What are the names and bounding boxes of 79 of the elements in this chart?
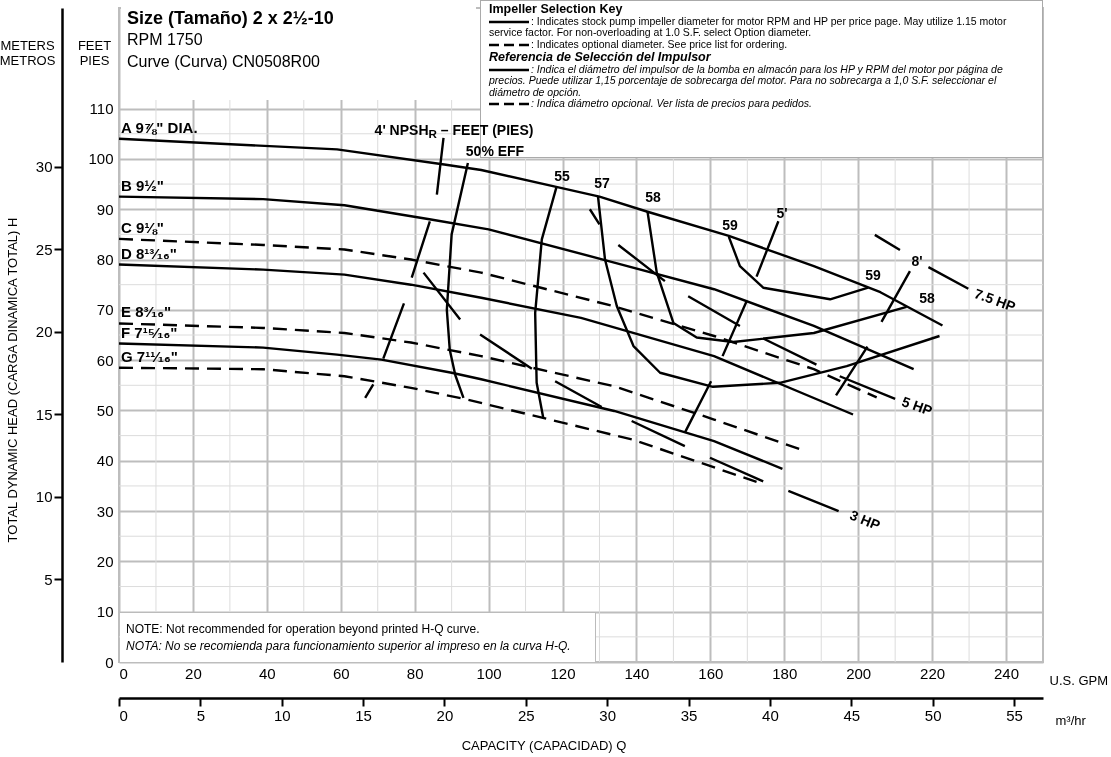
x2-tick-label: 35 xyxy=(680,706,698,724)
x-tick-label: 180 xyxy=(772,664,798,682)
text: TOTAL DYNAMIC HEAD (CARGA DINAMICA TOTAL) H xyxy=(4,217,20,543)
y-tick-label: 70 xyxy=(96,301,114,319)
y2-tick-label: 30 xyxy=(35,158,53,176)
annotation: 58 xyxy=(919,290,935,306)
y2-tick-label: 5 xyxy=(44,570,53,588)
x-tick-label: 120 xyxy=(550,664,576,682)
series-label: G 7¹¹⁄₁₆" xyxy=(121,347,178,365)
y-tick-label: 0 xyxy=(105,653,114,671)
annotation: : Indicates optional diameter. See price list for ordering. xyxy=(531,37,788,50)
y-tick-label: 60 xyxy=(96,351,114,369)
annotation: NOTE: Not recommended for operation beyond printed H-Q curve. xyxy=(126,621,481,638)
x2-tick-label: 0 xyxy=(119,706,128,724)
note-panel: NOTE: Not recommended for operation beyond printed H-Q curve. NOTA: No se recomienda para funcionamiento superior al impreso en la curva H-Q. xyxy=(120,612,596,662)
x-tick-label: 220 xyxy=(920,664,946,682)
y-tick-label: 40 xyxy=(96,452,114,470)
y2-tick-label: 15 xyxy=(35,405,53,423)
x-tick-label: 80 xyxy=(406,664,424,682)
chart-title: Size (Tamaño) 2 x 2½-10 xyxy=(127,8,335,29)
x-tick-label: 100 xyxy=(476,664,502,682)
x2-tick-label: 15 xyxy=(355,706,372,724)
annotation: 59 xyxy=(722,217,738,233)
annotation: 50% EFF xyxy=(465,143,525,159)
series-label: E 8³⁄₁₆" xyxy=(121,303,172,321)
x-tick-label: 140 xyxy=(624,664,650,682)
x2-tick-label: 25 xyxy=(517,706,535,724)
y2-axis-title: METERS METROS xyxy=(0,37,56,68)
series-label: C 9⅛" xyxy=(121,218,164,236)
annotation: : Indica el diámetro del impulsor de la bomba en almacón para los HP y RPM del motor por página de precios. Puede utilizar 1,15 porcentaje de sobrecarga del motor. Para no sobrecarga a 1,0 S.F. seleccionar el diámetro de opción. xyxy=(489,62,1003,98)
x2-axis-title: m³/hr xyxy=(1055,712,1087,728)
annotation: 57 xyxy=(594,175,610,191)
annotation: 58 xyxy=(645,189,661,205)
y-tick-label: 90 xyxy=(96,200,114,218)
annotation: 59 xyxy=(865,267,881,283)
x-tick-label: 20 xyxy=(185,664,202,682)
series-label: F 7¹⁵⁄₁₆" xyxy=(121,323,178,341)
annotation: 4' NPSH$_{R}$ – FEET (PIES) xyxy=(374,121,534,141)
annotation: 3 HP xyxy=(847,506,883,534)
y-axis-title: FEET PIES xyxy=(77,37,112,68)
series-label: A 9⅞" DIA. xyxy=(121,118,198,136)
annotation: : Indica diámetro opcional. Ver lista de precios para pedidos. xyxy=(531,97,812,109)
y-tick-label: 100 xyxy=(88,150,114,168)
y-tick-label: 10 xyxy=(96,603,114,621)
annotation: 5' xyxy=(776,205,788,221)
series-label: D 8¹³⁄₁₆" xyxy=(121,244,177,262)
x2-tick-label: 45 xyxy=(843,706,861,724)
y2-tick-label: 10 xyxy=(35,488,53,506)
x-tick-label: 40 xyxy=(259,664,276,682)
annotation: 7.5 HP xyxy=(972,285,1018,315)
y-tick-label: 110 xyxy=(89,100,114,118)
annotation: NOTA: No se recomienda para funcionamiento superior al impreso en la curva H-Q. xyxy=(126,638,572,655)
annotation: 5 HP xyxy=(899,393,935,419)
x2-tick-label: 20 xyxy=(436,706,454,724)
x-axis-title: U.S. GPM xyxy=(1049,672,1109,688)
y2-tick-label: 20 xyxy=(35,323,53,341)
text: CAPACITY (CAPACIDAD) Q xyxy=(461,737,627,753)
x-tick-label: 240 xyxy=(994,664,1020,682)
y-tick-label: 20 xyxy=(96,552,114,570)
series-label: B 9½" xyxy=(121,176,164,194)
x-tick-label: 0 xyxy=(119,664,128,682)
annotation: Impeller Selection Key xyxy=(489,2,623,16)
x2-tick-label: 40 xyxy=(762,706,779,724)
x-tick-label: 60 xyxy=(332,664,350,682)
y2-tick-label: 25 xyxy=(35,240,53,258)
y-tick-label: 30 xyxy=(96,502,114,520)
y-tick-label: 80 xyxy=(96,251,114,269)
title-panel: Size (Tamaño) 2 x 2½-10 RPM 1750 Curve (Curva) CN0508R00 xyxy=(121,4,476,100)
x2-tick-label: 30 xyxy=(599,706,617,724)
x-tick-label: 160 xyxy=(698,664,724,682)
annotation: 55 xyxy=(554,168,570,184)
y-tick-label: 50 xyxy=(96,401,114,419)
x2-tick-label: 50 xyxy=(924,706,942,724)
annotation: Referencia de Selección del Impulsor xyxy=(489,50,711,64)
x2-tick-label: 10 xyxy=(273,706,291,724)
x2-tick-label: 55 xyxy=(1006,706,1023,724)
x-tick-label: 200 xyxy=(846,664,872,682)
annotation: 8' xyxy=(911,253,923,269)
x2-tick-label: 5 xyxy=(196,706,206,724)
